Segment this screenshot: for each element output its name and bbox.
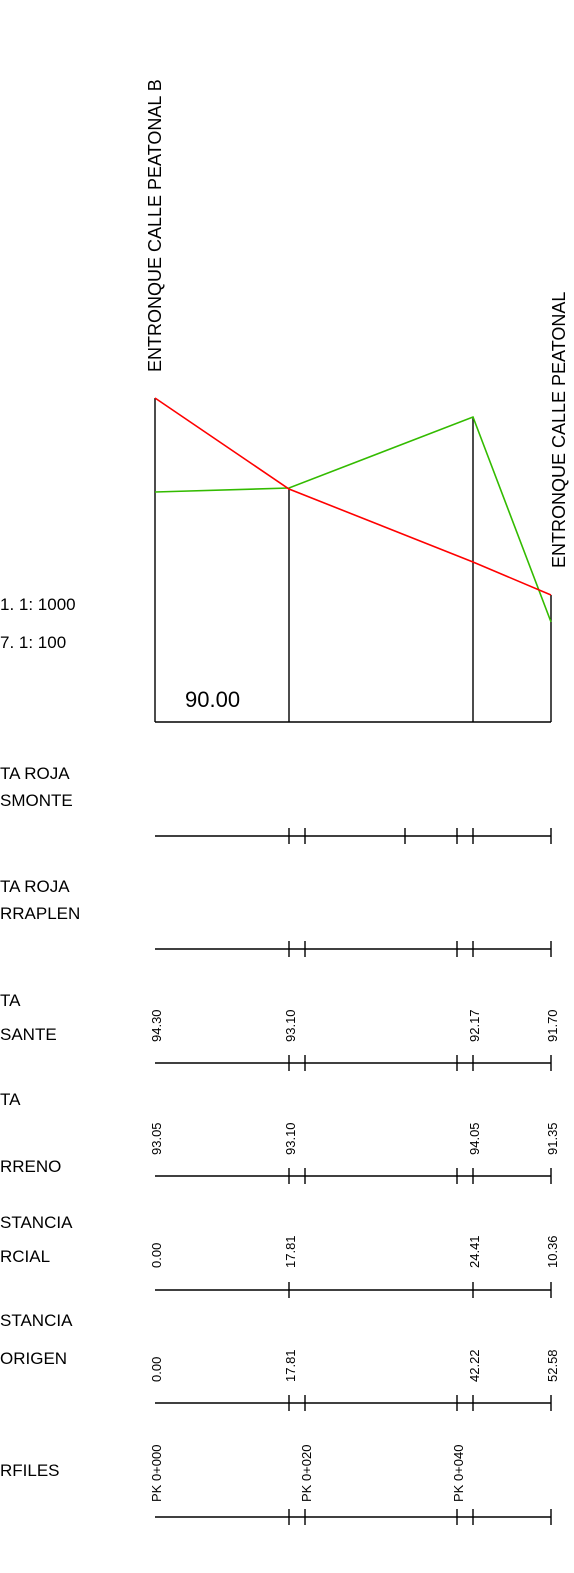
row-label-distancia-parcial-1: STANCIA: [0, 1213, 73, 1232]
row-line-cota-rasante: [155, 1055, 552, 1071]
parcial-value: 17.81: [283, 1235, 298, 1268]
profile-frame: [154, 398, 552, 723]
parcial-value: 0.00: [149, 1243, 164, 1268]
title-calle-peatonal-b: ENTRONQUE CALLE PEATONAL B: [145, 79, 165, 372]
parcial-value: 24.41: [467, 1235, 482, 1268]
origen-value: 17.81: [283, 1349, 298, 1382]
terreno-value: 93.10: [283, 1122, 298, 1155]
rasante-value: 91.70: [545, 1009, 560, 1042]
scale-vertical: 7. 1: 100: [0, 633, 66, 652]
row-line-cota-roja-terraplen: [155, 941, 552, 957]
row-label-perfiles: RFILES: [0, 1461, 60, 1480]
terreno-line: [154, 415, 552, 623]
row-label-cota-terreno-1: TA: [0, 1090, 21, 1109]
datum-label: 90.00: [185, 687, 240, 712]
pk-label: PK 0+020: [299, 1445, 314, 1502]
row-line-distancia-origen: [155, 1395, 552, 1411]
scale-horizontal: 1. 1: 1000: [0, 595, 76, 614]
row-label-cota-rasante-2: SANTE: [0, 1025, 57, 1044]
parcial-value: 10.36: [545, 1235, 560, 1268]
row-label-distancia-origen-2: ORIGEN: [0, 1349, 67, 1368]
rasante-value: 93.10: [283, 1009, 298, 1042]
row-label-cota-roja-desmonte-2: SMONTE: [0, 791, 73, 810]
row-label-distancia-origen-1: STANCIA: [0, 1311, 73, 1330]
terreno-value: 94.05: [467, 1122, 482, 1155]
row-line-cota-roja-desmonte: [155, 828, 552, 844]
rasante-value: 94.30: [149, 1009, 164, 1042]
row-line-perfiles: [155, 1509, 552, 1525]
rasante-value: 92.17: [467, 1009, 482, 1042]
rasante-line: [154, 397, 552, 596]
row-line-cota-terreno: [155, 1168, 552, 1184]
row-label-cota-rasante-1: TA: [0, 991, 21, 1010]
row-label-cota-terreno-2: RRENO: [0, 1157, 61, 1176]
row-line-distancia-parcial: [155, 1282, 552, 1298]
title-calle-peatonal: ENTRONQUE CALLE PEATONAL: [549, 292, 569, 568]
row-label-cota-roja-desmonte-1: TA ROJA: [0, 764, 70, 783]
origen-value: 52.58: [545, 1349, 560, 1382]
terreno-value: 93.05: [149, 1122, 164, 1155]
origen-value: 0.00: [149, 1357, 164, 1382]
origen-value: 42.22: [467, 1349, 482, 1382]
row-label-distancia-parcial-2: RCIAL: [0, 1247, 50, 1266]
row-label-cota-roja-terraplen-1: TA ROJA: [0, 877, 70, 896]
pk-label: PK 0+040: [451, 1445, 466, 1502]
terreno-value: 91.35: [545, 1122, 560, 1155]
pk-label: PK 0+000: [149, 1445, 164, 1502]
row-label-cota-roja-terraplen-2: RRAPLEN: [0, 904, 80, 923]
